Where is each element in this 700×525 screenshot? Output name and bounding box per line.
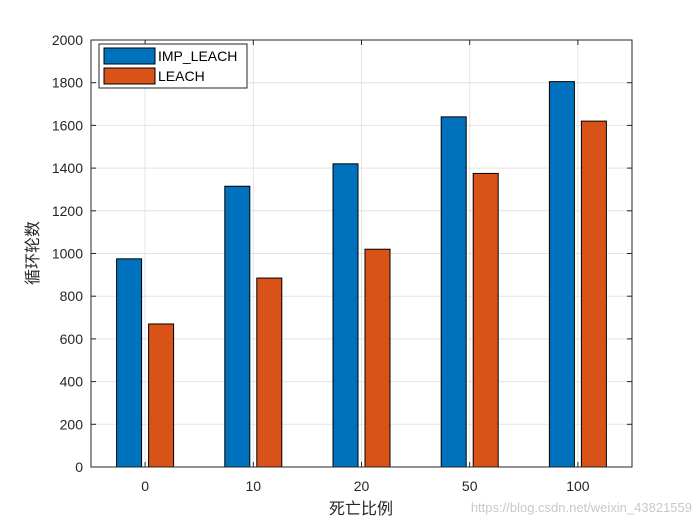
- bar-imp-leach-20: [332, 163, 359, 468]
- y-axis: 0 200 400 600 800 1000 1200 1400 1600 1800 2000: [52, 32, 632, 475]
- bar-leach-20: [364, 248, 391, 468]
- legend-label-imp-leach: IMP_LEACH: [158, 48, 237, 64]
- y-tick-label: 600: [60, 331, 84, 347]
- y-tick-label: 1200: [52, 203, 83, 219]
- y-tick-label: 200: [60, 416, 84, 432]
- y-tick-label: 0: [75, 459, 83, 475]
- y-tick-label: 400: [60, 374, 84, 390]
- legend: IMP_LEACH LEACH: [98, 43, 248, 89]
- watermark: https://blog.csdn.net/weixin_43821559: [471, 500, 692, 515]
- y-tick-label: 1600: [52, 117, 83, 133]
- y-tick-label: 1000: [52, 246, 83, 262]
- y-tick-label: 2000: [52, 32, 83, 48]
- y-tick-label: 1400: [52, 160, 83, 176]
- x-tick-label: 20: [354, 478, 370, 494]
- bars: [116, 81, 607, 468]
- x-tick-label: 100: [566, 478, 590, 494]
- y-tick-label: 800: [60, 288, 84, 304]
- y-tick-label: 1800: [52, 75, 83, 91]
- x-axis: 0 10 20 50 100: [141, 40, 590, 494]
- x-tick-label: 10: [246, 478, 262, 494]
- x-tick-label: 50: [462, 478, 478, 494]
- legend-label-leach: LEACH: [158, 68, 205, 84]
- legend-swatch-imp-leach: [103, 47, 156, 65]
- x-tick-label: 0: [141, 478, 149, 494]
- x-axis-label: 死亡比例: [329, 499, 393, 518]
- legend-swatch-leach: [103, 67, 156, 85]
- bar-leach-10: [256, 277, 283, 468]
- bar-imp-leach-10: [224, 185, 251, 468]
- bar-leach-50: [472, 172, 499, 468]
- y-axis-label: 循环轮数: [23, 221, 42, 285]
- bar-imp-leach-50: [440, 116, 467, 468]
- bar-imp-leach-0: [116, 258, 143, 468]
- bar-leach-0: [148, 323, 175, 468]
- bar-imp-leach-100: [548, 81, 575, 468]
- bar-leach-100: [580, 120, 607, 468]
